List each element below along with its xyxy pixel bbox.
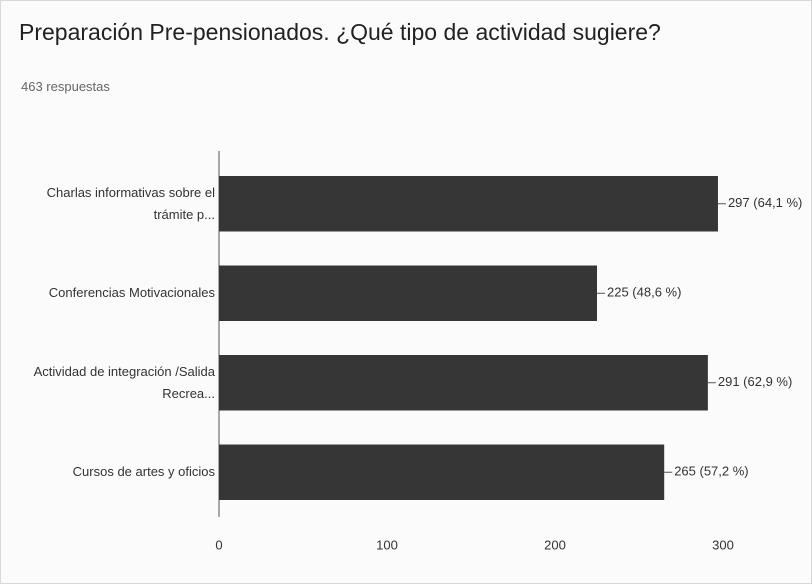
value-label: 297 (64,1 %) bbox=[728, 195, 802, 210]
bar bbox=[219, 265, 597, 321]
x-tick-label: 200 bbox=[544, 537, 566, 552]
bar bbox=[219, 444, 665, 500]
y-tick-label: Charlas informativas sobre el trámite p.… bbox=[46, 184, 215, 222]
y-tick-label: Cursos de artes y oficios bbox=[72, 464, 215, 480]
value-label: 265 (57,2 %) bbox=[674, 464, 748, 479]
bar bbox=[219, 355, 708, 411]
bar bbox=[219, 176, 718, 232]
y-tick-label: Actividad de integración /Salida Recrea.… bbox=[33, 363, 215, 401]
chart-subtitle: 463 respuestas bbox=[21, 79, 110, 94]
y-tick-label: Conferencias Motivacionales bbox=[48, 285, 215, 301]
x-tick-label: 100 bbox=[376, 537, 398, 552]
chart-title: Preparación Pre-pensionados. ¿Qué tipo d… bbox=[19, 19, 661, 45]
x-tick-label: 0 bbox=[215, 537, 222, 552]
x-tick-label: 300 bbox=[712, 537, 734, 552]
value-label: 225 (48,6 %) bbox=[607, 285, 681, 300]
value-label: 291 (62,9 %) bbox=[718, 374, 792, 389]
